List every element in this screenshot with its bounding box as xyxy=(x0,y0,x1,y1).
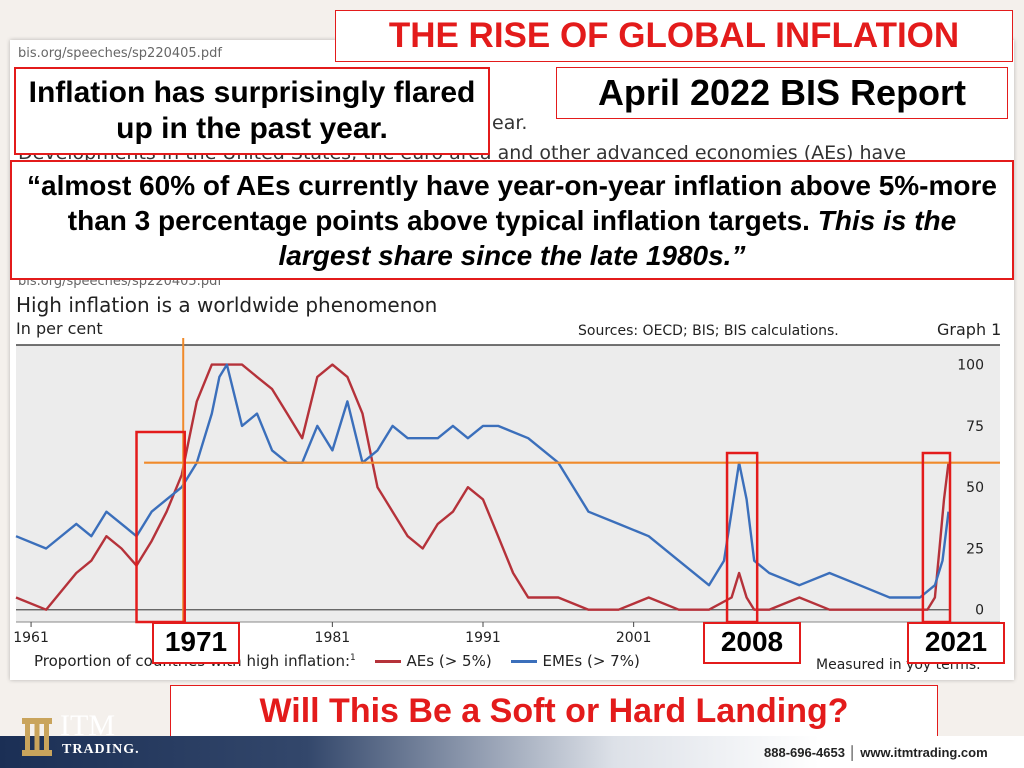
legend-label-emes: EMEs (> 7%) xyxy=(542,652,640,670)
y-tick-label: 0 xyxy=(975,603,984,619)
y-tick-label: 100 xyxy=(957,358,984,374)
quote-callout: “almost 60% of AEs currently have year-o… xyxy=(10,160,1014,280)
legend-swatch-emes xyxy=(510,660,537,663)
chart-subtitle: In per cent xyxy=(16,319,103,338)
legend-footnote-marker: 1 xyxy=(350,653,356,663)
legend: Proportion of countries with high inflat… xyxy=(34,652,640,670)
itm-logo xyxy=(20,712,54,760)
x-tick-label: 2001 xyxy=(616,630,652,646)
quote-main: “almost 60% of AEs currently have year-o… xyxy=(27,170,997,236)
document-url[interactable]: bis.org/speeches/sp220405.pdf xyxy=(18,46,222,61)
document-body-fragment: ear. xyxy=(492,112,528,134)
chart-sources: Sources: OECD; BIS; BIS calculations. xyxy=(578,323,839,339)
y-tick-label: 75 xyxy=(966,419,984,435)
legend-swatch-aes xyxy=(374,660,401,663)
column-logo-icon xyxy=(22,718,52,756)
chart-graph-label: Graph 1 xyxy=(937,320,1002,339)
report-label: April 2022 BIS Report xyxy=(556,67,1008,119)
year-callout-1971: 1971 xyxy=(152,622,240,664)
footer-bar xyxy=(0,736,1024,768)
y-tick-label: 25 xyxy=(966,541,984,557)
quote-italic: This is the largest share since the late… xyxy=(278,205,957,271)
x-tick-label: 1981 xyxy=(315,630,351,646)
footer-contact[interactable]: 888-696-4653 │ www.itmtrading.com xyxy=(764,745,988,760)
brand-tagline: TRADING. xyxy=(62,742,140,757)
y-tick-label: 50 xyxy=(966,480,984,496)
bottom-question: Will This Be a Soft or Hard Landing? xyxy=(170,685,938,737)
brand-name: ITM xyxy=(60,709,115,742)
x-tick-label: 1991 xyxy=(465,630,501,646)
year-callout-2008: 2008 xyxy=(703,622,801,664)
callout-flared-up: Inflation has surprisingly flared up in … xyxy=(14,67,490,155)
x-tick-label: 1961 xyxy=(13,630,49,646)
series-line-emes xyxy=(15,363,950,599)
slide-title: THE RISE OF GLOBAL INFLATION xyxy=(335,10,1013,62)
legend-label-aes: AEs (> 5%) xyxy=(406,652,492,670)
year-callout-2021: 2021 xyxy=(907,622,1005,664)
plot-background xyxy=(16,345,1000,622)
chart-title: High inflation is a worldwide phenomenon xyxy=(16,293,438,317)
